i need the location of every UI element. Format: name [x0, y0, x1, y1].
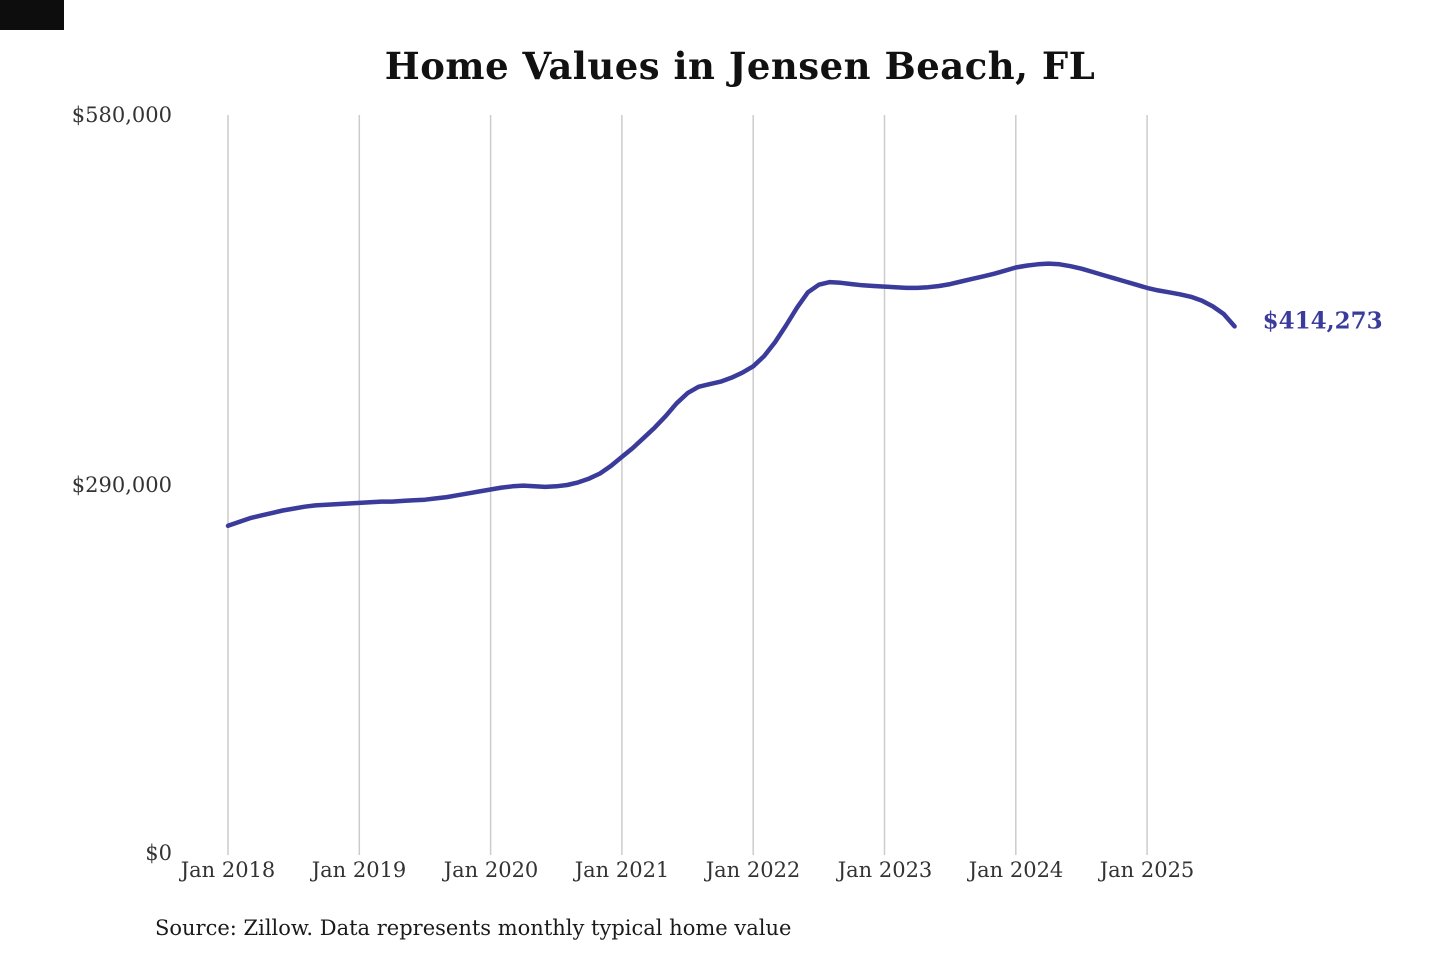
y-axis-tick-label: $290,000	[71, 473, 172, 497]
x-axis-tick-label: Jan 2018	[180, 858, 276, 882]
x-axis-tick-label: Jan 2023	[837, 858, 933, 882]
x-axis-tick-label: Jan 2020	[443, 858, 539, 882]
top-left-dark-bar	[0, 0, 64, 30]
x-axis-tick-label: Jan 2019	[311, 858, 407, 882]
source-note: Source: Zillow. Data represents monthly …	[155, 916, 792, 940]
x-axis-tick-label: Jan 2025	[1099, 858, 1195, 882]
x-axis-tick-label: Jan 2021	[574, 858, 670, 882]
x-axis-tick-label: Jan 2024	[968, 858, 1064, 882]
home-value-line	[225, 261, 1237, 529]
latest-value-label: $414,273	[1262, 307, 1383, 335]
chart-title: Home Values in Jensen Beach, FL	[384, 44, 1096, 88]
y-axis-tick-label: $0	[145, 841, 172, 865]
x-axis-tick-label: Jan 2022	[705, 858, 801, 882]
y-axis-tick-label: $580,000	[71, 103, 172, 127]
